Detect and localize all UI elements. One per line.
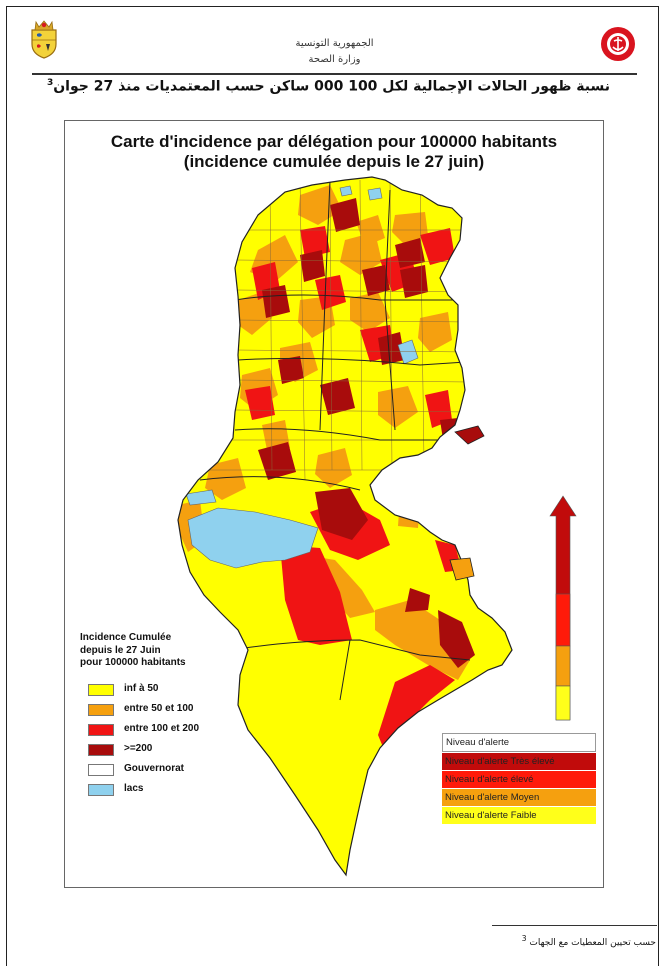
legend-label: entre 100 et 200 [124, 723, 200, 734]
alert-level-row: Niveau d'alerte Faible [442, 806, 596, 824]
alert-arrow-scale [549, 495, 577, 721]
alert-level-row: Niveau d'alerte Très élevé [442, 752, 596, 770]
legend-label: entre 50 et 100 [124, 703, 194, 714]
alert-level-row: Niveau d'alerte Moyen [442, 788, 596, 806]
legend-swatch [88, 744, 114, 756]
document-border [6, 6, 659, 966]
header-divider [32, 73, 637, 75]
legend-swatch [88, 784, 114, 796]
legend-title-line3: pour 100000 habitants [80, 657, 186, 668]
legend-title-line2: depuis le 27 Juin [80, 644, 161, 656]
alert-level-header: Niveau d'alerte [442, 733, 596, 752]
footnote-mark: 3 [46, 78, 54, 88]
coat-of-arms-logo [31, 20, 57, 59]
legend-label: inf à 50 [124, 683, 159, 694]
footnote: حسب تحيين المعطيات مع الجهات 3 [470, 934, 656, 948]
org-name-line2: وزارة الصحة [308, 54, 361, 65]
alert-level-list: Niveau d'alerte Très élevé Niveau d'alert… [442, 752, 596, 824]
legend-swatch [88, 684, 114, 696]
alert-level-row: Niveau d'alerte élevé [442, 770, 596, 788]
legend-label: >=200 [124, 743, 153, 754]
legend-title-line1: Incidence Cumulée [80, 632, 172, 643]
footnote-text: حسب تحيين المعطيات مع الجهات [529, 938, 656, 948]
legend-swatch [88, 764, 114, 776]
legend-label: lacs [124, 783, 144, 794]
kerkennah-island [454, 425, 485, 445]
legend-title: Incidence Cumulée depuis le 27 Juin pour… [80, 632, 280, 670]
footnote-divider [492, 925, 657, 926]
alert-level-box: Niveau d'alerte Niveau d'alerte Très éle… [442, 733, 596, 824]
map-title-line2: (incidence cumulée depuis le 27 juin) [183, 152, 485, 171]
footnote-number: 3 [521, 934, 527, 943]
djerba-island [449, 557, 475, 581]
document-title: نسبة ظهور الحالات الإجمالية لكل 100 000 … [20, 78, 610, 95]
ministry-logo [601, 27, 635, 61]
map-title-line1: Carte d'incidence par délégation pour 10… [110, 132, 558, 151]
title-text: نسبة ظهور الحالات الإجمالية لكل 100 000 … [53, 78, 610, 95]
legend-swatch [88, 724, 114, 736]
legend-swatch [88, 704, 114, 716]
legend-label: Gouvernorat [124, 763, 185, 774]
org-name-line1: الجمهورية التونسية [295, 38, 374, 49]
